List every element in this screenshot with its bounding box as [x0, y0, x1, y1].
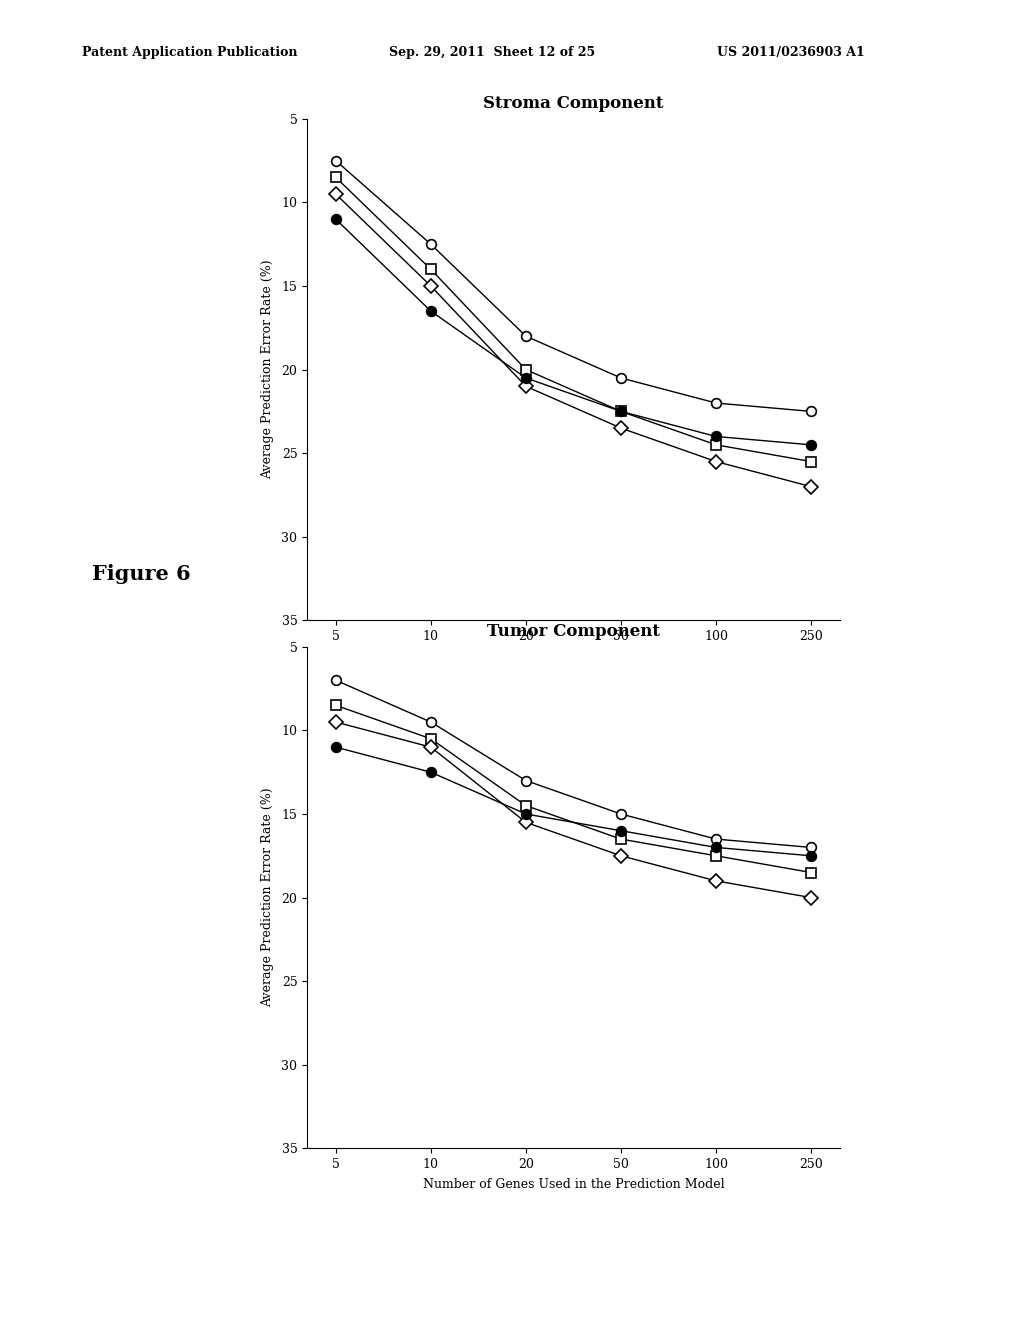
Y-axis label: Average Prediction Error Rate (%): Average Prediction Error Rate (%): [261, 788, 274, 1007]
Y-axis label: Average Prediction Error Rate (%): Average Prediction Error Rate (%): [261, 260, 274, 479]
X-axis label: Number of Genes Used in the Prediction Model: Number of Genes Used in the Prediction M…: [423, 1177, 724, 1191]
Text: Sep. 29, 2011  Sheet 12 of 25: Sep. 29, 2011 Sheet 12 of 25: [389, 46, 595, 59]
Text: US 2011/0236903 A1: US 2011/0236903 A1: [717, 46, 864, 59]
Title: Stroma Component: Stroma Component: [483, 95, 664, 112]
Text: Figure 6: Figure 6: [92, 564, 190, 585]
X-axis label: Number of Genes Used in the Prediction Model: Number of Genes Used in the Prediction M…: [423, 649, 724, 663]
Title: Tumor Component: Tumor Component: [487, 623, 659, 640]
Text: Patent Application Publication: Patent Application Publication: [82, 46, 297, 59]
